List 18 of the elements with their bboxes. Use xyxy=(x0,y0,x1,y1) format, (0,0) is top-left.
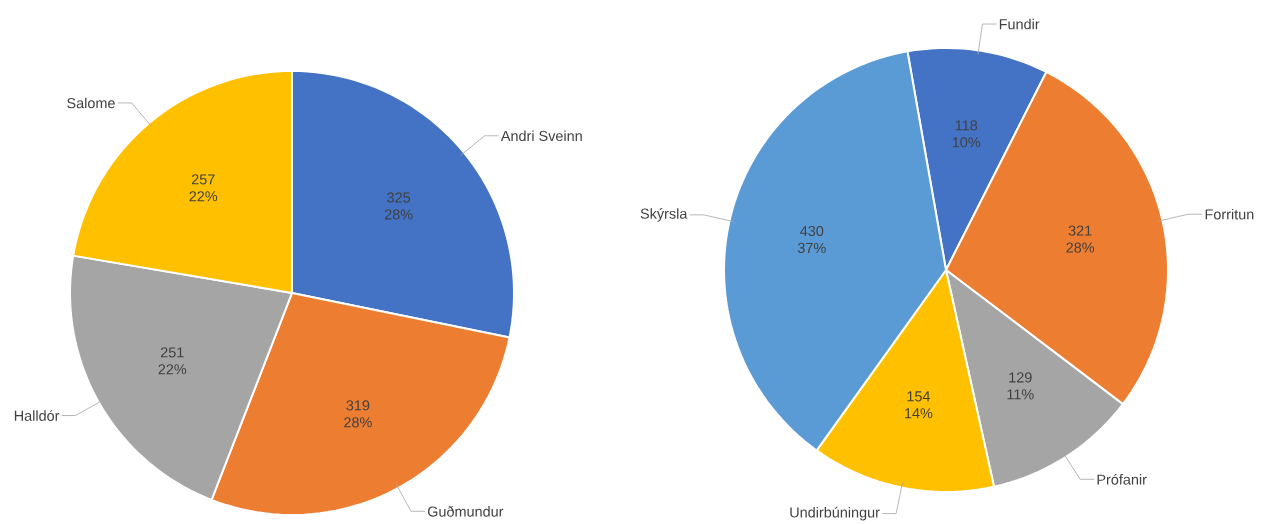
slice-label: Andri Sveinn xyxy=(500,130,582,142)
slice-label: Skýrsla xyxy=(640,208,688,222)
data-label: 251 22% xyxy=(158,347,187,375)
slice-label: Halldór xyxy=(14,410,60,421)
slice-label: Undirbúningur xyxy=(790,506,880,521)
data-label: 154 14% xyxy=(905,391,933,419)
data-label: 321 28% xyxy=(1066,225,1095,253)
data-label: 257 22% xyxy=(189,174,218,202)
slice-label: Salome xyxy=(67,97,115,109)
slice-label: Guðmundur xyxy=(427,505,504,517)
data-label: 325 28% xyxy=(384,192,413,220)
data-label: 118 10% xyxy=(952,120,981,148)
slice-label: Forritun xyxy=(1205,208,1254,220)
slice-label: Fundir xyxy=(999,18,1040,30)
data-label: 430 37% xyxy=(797,225,826,254)
data-label: 129 11% xyxy=(1007,372,1034,400)
slice-label: Prófanir xyxy=(1097,473,1147,485)
data-label: 319 28% xyxy=(344,400,372,428)
